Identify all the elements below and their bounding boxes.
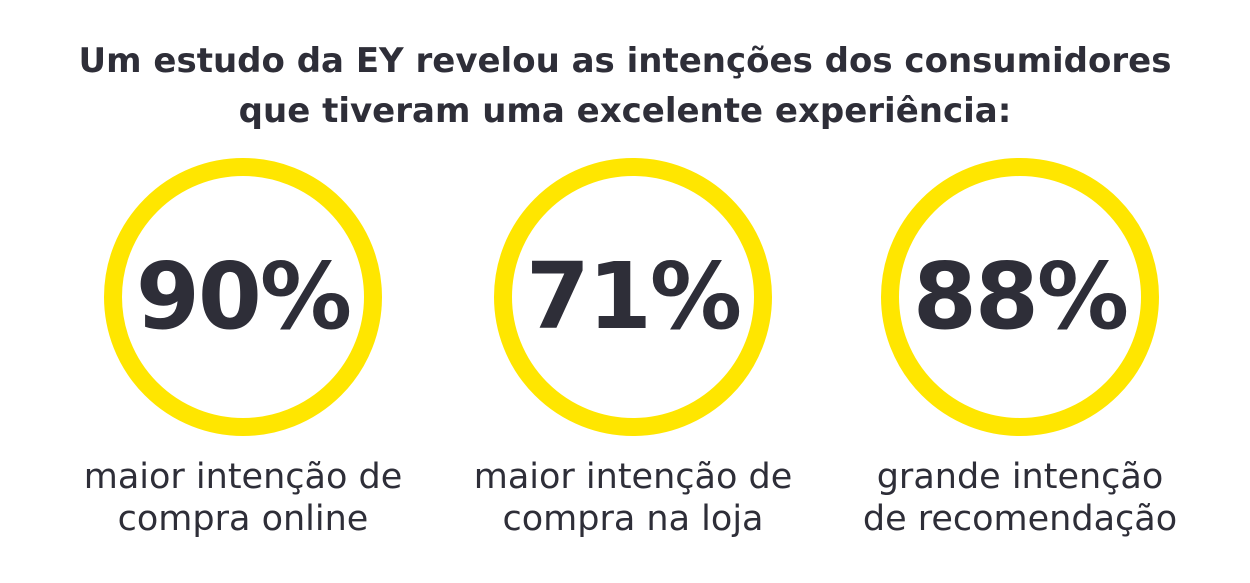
title-line-1: Um estudo da EY revelou as intenções dos…: [78, 41, 1172, 81]
stat-caption-line-1: maior intenção de: [83, 457, 403, 497]
stat-ring: 88%: [881, 158, 1159, 436]
stat-card-online: 90% maior intenção de compra online: [63, 158, 423, 558]
stat-caption-line-2: compra online: [117, 499, 369, 539]
stat-card-store: 71% maior intenção de compra na loja: [453, 158, 813, 558]
stat-caption-line-1: maior intenção de: [473, 457, 793, 497]
stat-card-recommendation: 88% grande intenção de recomendação: [840, 158, 1200, 558]
stat-caption: maior intenção de compra na loja: [453, 456, 813, 540]
stat-value: 71%: [525, 243, 742, 350]
stat-caption-line-1: grande intenção: [876, 457, 1164, 497]
stat-ring: 90%: [104, 158, 382, 436]
stat-value: 90%: [135, 243, 352, 350]
title-line-2: que tiveram uma excelente experiência:: [238, 91, 1012, 131]
page-title: Um estudo da EY revelou as intenções dos…: [0, 36, 1250, 136]
stat-ring: 71%: [494, 158, 772, 436]
stat-caption: grande intenção de recomendação: [840, 456, 1200, 540]
stat-caption-line-2: compra na loja: [502, 499, 764, 539]
stat-caption: maior intenção de compra online: [63, 456, 423, 540]
stat-caption-line-2: de recomendação: [862, 499, 1178, 539]
stat-value: 88%: [912, 243, 1129, 350]
